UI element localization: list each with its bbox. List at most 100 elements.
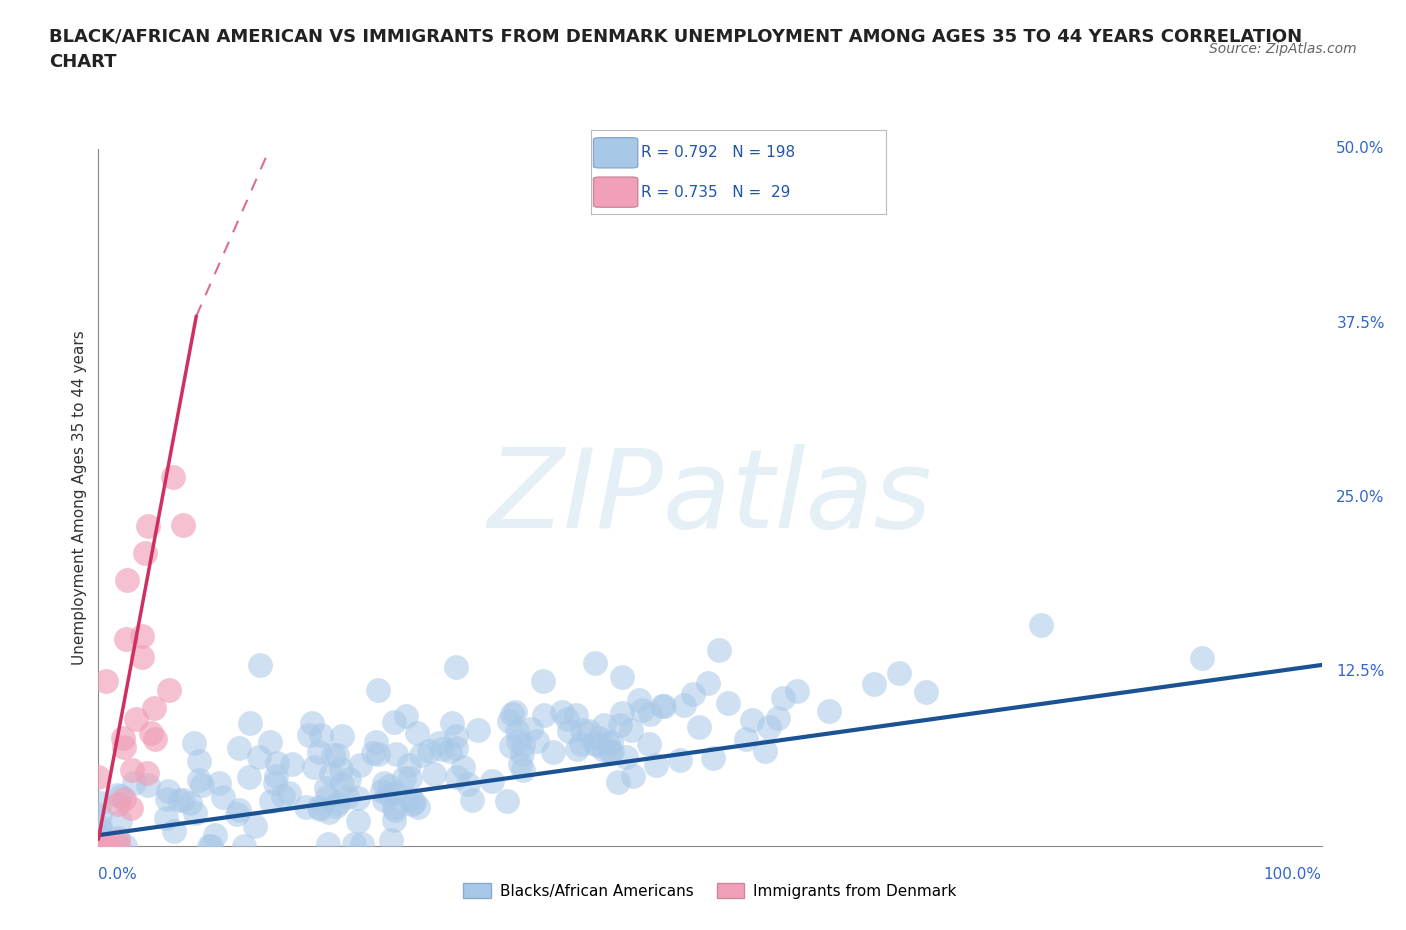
Point bbox=[89, 839, 111, 854]
Point bbox=[135, 765, 157, 780]
Point bbox=[380, 832, 402, 847]
Point bbox=[89, 839, 111, 854]
Point bbox=[373, 776, 395, 790]
Point bbox=[371, 783, 394, 798]
Point bbox=[651, 698, 673, 713]
Point bbox=[330, 777, 353, 791]
Point bbox=[887, 665, 910, 680]
Point bbox=[541, 745, 564, 760]
Point bbox=[593, 742, 616, 757]
Point bbox=[197, 839, 219, 854]
Point bbox=[114, 791, 136, 806]
Point bbox=[336, 790, 359, 804]
Point bbox=[741, 712, 763, 727]
Point bbox=[614, 750, 637, 764]
Point bbox=[107, 839, 129, 854]
Point bbox=[228, 740, 250, 755]
Point bbox=[105, 788, 128, 803]
Point bbox=[139, 725, 162, 740]
Point bbox=[508, 734, 530, 749]
Point bbox=[406, 725, 429, 740]
Point bbox=[318, 804, 340, 819]
Point bbox=[89, 839, 111, 854]
Point bbox=[384, 803, 406, 817]
Point bbox=[467, 723, 489, 737]
Point bbox=[156, 783, 179, 798]
Point bbox=[89, 835, 111, 850]
Point bbox=[326, 748, 349, 763]
Text: Source: ZipAtlas.com: Source: ZipAtlas.com bbox=[1209, 42, 1357, 56]
Point bbox=[367, 683, 389, 698]
Point bbox=[308, 745, 330, 760]
Point bbox=[309, 727, 332, 742]
Point bbox=[702, 751, 724, 765]
Point bbox=[446, 740, 468, 755]
Point bbox=[385, 747, 408, 762]
Point bbox=[157, 682, 180, 697]
Point bbox=[772, 690, 794, 705]
Text: R = 0.735   N =  29: R = 0.735 N = 29 bbox=[641, 185, 790, 200]
Point bbox=[264, 768, 287, 783]
Point bbox=[120, 801, 142, 816]
Point bbox=[298, 727, 321, 742]
Point bbox=[571, 723, 593, 737]
Point bbox=[688, 720, 710, 735]
Point bbox=[89, 839, 111, 854]
Point bbox=[533, 708, 555, 723]
Point bbox=[503, 705, 526, 720]
Point bbox=[295, 800, 318, 815]
Point bbox=[89, 837, 111, 852]
Point bbox=[107, 833, 129, 848]
Point bbox=[245, 818, 267, 833]
Point bbox=[481, 774, 503, 789]
Point bbox=[402, 794, 425, 809]
Point bbox=[239, 716, 262, 731]
Point bbox=[717, 696, 740, 711]
Point bbox=[259, 735, 281, 750]
Point bbox=[496, 793, 519, 808]
Point bbox=[631, 703, 654, 718]
Text: 12.5%: 12.5% bbox=[1336, 664, 1385, 680]
Point bbox=[669, 752, 692, 767]
Point bbox=[401, 791, 423, 806]
Point bbox=[332, 729, 354, 744]
Point bbox=[191, 777, 214, 792]
Point bbox=[162, 470, 184, 485]
Point bbox=[586, 737, 609, 752]
Point bbox=[172, 792, 194, 807]
Text: 37.5%: 37.5% bbox=[1336, 315, 1385, 331]
Point bbox=[308, 800, 330, 815]
Text: BLACK/AFRICAN AMERICAN VS IMMIGRANTS FROM DENMARK UNEMPLOYMENT AMONG AGES 35 TO : BLACK/AFRICAN AMERICAN VS IMMIGRANTS FRO… bbox=[49, 28, 1302, 71]
Point bbox=[315, 790, 337, 804]
Point bbox=[1191, 651, 1213, 666]
Point bbox=[172, 517, 194, 532]
Point bbox=[392, 770, 415, 785]
Point bbox=[441, 716, 464, 731]
Point bbox=[1031, 618, 1053, 632]
Point bbox=[183, 736, 205, 751]
Point bbox=[817, 703, 839, 718]
Point bbox=[211, 790, 233, 804]
Text: 100.0%: 100.0% bbox=[1264, 867, 1322, 882]
Point bbox=[682, 687, 704, 702]
Point bbox=[707, 642, 730, 657]
Point bbox=[423, 767, 446, 782]
Point bbox=[117, 573, 139, 588]
Legend: Blacks/African Americans, Immigrants from Denmark: Blacks/African Americans, Immigrants fro… bbox=[457, 877, 963, 905]
Point bbox=[620, 723, 643, 737]
Point bbox=[645, 757, 668, 772]
Point bbox=[93, 839, 115, 854]
Point bbox=[319, 766, 342, 781]
Point bbox=[309, 801, 332, 816]
Point bbox=[399, 771, 422, 786]
FancyBboxPatch shape bbox=[593, 138, 638, 168]
Point bbox=[184, 806, 207, 821]
Point bbox=[121, 763, 143, 777]
Point bbox=[569, 737, 592, 751]
Point bbox=[226, 806, 249, 821]
Point bbox=[204, 828, 226, 843]
Point bbox=[411, 748, 433, 763]
Point bbox=[444, 660, 467, 675]
Point bbox=[112, 739, 135, 754]
Point bbox=[640, 706, 662, 721]
